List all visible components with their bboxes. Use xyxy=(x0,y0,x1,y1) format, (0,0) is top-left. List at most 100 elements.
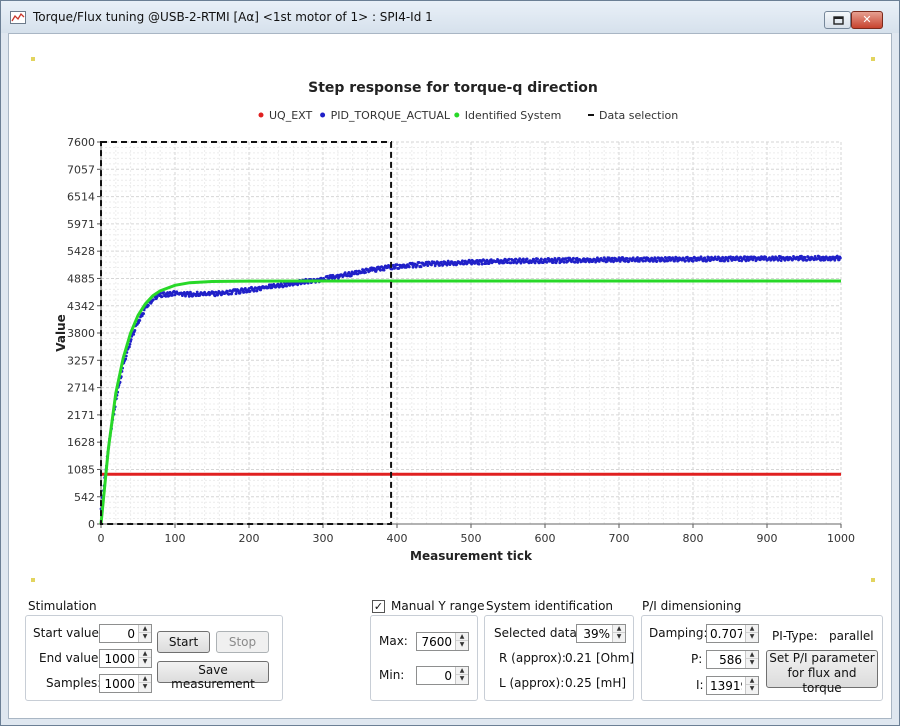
data-point xyxy=(541,261,545,264)
stepper-up-icon[interactable]: ▲ xyxy=(139,650,151,658)
stepper-arrows[interactable]: ▲ ▼ xyxy=(745,651,758,668)
stepper-down-icon[interactable]: ▼ xyxy=(749,685,755,692)
stepper-down-icon[interactable]: ▼ xyxy=(459,675,465,682)
stepper-down-icon[interactable]: ▼ xyxy=(142,683,148,690)
legend-swatch xyxy=(320,112,326,118)
start-value-input[interactable] xyxy=(100,625,138,642)
stepper-down-icon[interactable]: ▼ xyxy=(749,659,755,666)
data-point xyxy=(748,258,752,261)
data-point xyxy=(573,260,577,264)
y-min-stepper[interactable]: ▲ ▼ xyxy=(416,666,469,685)
stepper-arrows[interactable]: ▲ ▼ xyxy=(138,650,151,667)
stepper-up-icon[interactable]: ▲ xyxy=(746,625,758,633)
stepper-arrows[interactable]: ▲ ▼ xyxy=(612,625,625,642)
start-button[interactable]: Start xyxy=(157,631,210,653)
damping-input[interactable] xyxy=(707,625,745,642)
end-value-stepper[interactable]: ▲ ▼ xyxy=(99,649,152,668)
save-measurement-button[interactable]: Save measurement xyxy=(157,661,269,691)
y-max-input[interactable] xyxy=(417,633,455,650)
start-value-stepper[interactable]: ▲ ▼ xyxy=(99,624,152,643)
data-point xyxy=(187,295,191,298)
stepper-arrows[interactable]: ▲ ▼ xyxy=(138,675,151,692)
stepper-up-icon[interactable]: ▲ xyxy=(746,677,758,685)
stepper-up-icon[interactable]: ▲ xyxy=(456,667,468,675)
y-min-input[interactable] xyxy=(417,667,455,684)
data-point xyxy=(129,338,133,341)
data-point xyxy=(133,329,137,332)
data-point xyxy=(818,255,821,259)
data-point xyxy=(534,259,538,263)
samples-input[interactable] xyxy=(100,675,138,692)
selected-data-stepper[interactable]: ▲ ▼ xyxy=(576,624,626,643)
p-input[interactable] xyxy=(707,651,745,668)
data-point xyxy=(397,267,401,270)
data-point xyxy=(415,263,419,267)
stepper-arrows[interactable]: ▲ ▼ xyxy=(138,625,151,642)
data-point xyxy=(621,257,625,261)
stepper-down-icon[interactable]: ▼ xyxy=(142,658,148,665)
stepper-down-icon[interactable]: ▼ xyxy=(749,633,755,640)
data-point xyxy=(743,255,747,258)
x-tick-label: 900 xyxy=(757,532,778,545)
data-point xyxy=(171,293,174,297)
stop-button[interactable]: Stop xyxy=(216,631,269,653)
data-point xyxy=(522,257,525,261)
stepper-down-icon[interactable]: ▼ xyxy=(459,641,465,648)
data-point xyxy=(536,257,539,261)
y-tick-label: 7600 xyxy=(67,136,95,149)
data-point xyxy=(354,269,358,273)
data-point xyxy=(638,260,641,263)
data-point xyxy=(693,256,697,260)
x-tick-label: 400 xyxy=(387,532,408,545)
data-point xyxy=(325,274,329,278)
end-value-input[interactable] xyxy=(100,650,138,667)
stepper-up-icon[interactable]: ▲ xyxy=(746,651,758,659)
stepper-up-icon[interactable]: ▲ xyxy=(139,625,151,633)
set-pi-parameter-button[interactable]: Set P/I parameter for flux and torque xyxy=(766,650,878,695)
data-point xyxy=(132,333,136,336)
y-max-stepper[interactable]: ▲ ▼ xyxy=(416,632,469,651)
stepper-down-icon[interactable]: ▼ xyxy=(142,633,148,640)
i-input[interactable] xyxy=(707,677,745,694)
data-point xyxy=(839,256,842,260)
stepper-arrows[interactable]: ▲ ▼ xyxy=(455,633,468,650)
data-point xyxy=(777,258,781,262)
stepper-up-icon[interactable]: ▲ xyxy=(456,633,468,641)
y-tick-label: 3257 xyxy=(67,354,95,367)
y-tick-label: 4342 xyxy=(67,300,95,313)
selected-data-input[interactable] xyxy=(577,625,613,642)
data-point xyxy=(430,263,433,267)
title-bar[interactable]: Torque/Flux tuning @USB-2-RTMI [Aα] <1st… xyxy=(1,1,899,33)
data-point xyxy=(607,256,611,260)
stepper-down-icon[interactable]: ▼ xyxy=(616,633,622,640)
l-approx-value: 0.25 xyxy=(565,676,592,690)
y-tick-label: 6514 xyxy=(67,191,95,204)
p-label: P: xyxy=(691,652,703,666)
step-response-chart[interactable]: 0 100 200 300 400 500 600 700 800 900 1000 0 542 1085… xyxy=(29,54,883,594)
legend-entry: Identified System xyxy=(465,109,562,122)
i-stepper[interactable]: ▲ ▼ xyxy=(706,676,759,695)
stepper-arrows[interactable]: ▲ ▼ xyxy=(745,677,758,694)
stepper-up-icon[interactable]: ▲ xyxy=(613,625,625,633)
pi-type-label: PI-Type: xyxy=(772,629,818,643)
data-point xyxy=(823,258,827,262)
stepper-up-icon[interactable]: ▲ xyxy=(139,675,151,683)
data-point xyxy=(242,290,246,294)
window-title: Torque/Flux tuning @USB-2-RTMI [Aα] <1st… xyxy=(33,10,433,24)
manual-y-range-checkbox[interactable]: ✓ xyxy=(372,600,385,613)
data-point xyxy=(461,259,464,263)
stepper-arrows[interactable]: ▲ ▼ xyxy=(745,625,758,642)
y-tick-label: 1628 xyxy=(67,436,95,449)
data-point xyxy=(702,259,705,263)
damping-stepper[interactable]: ▲ ▼ xyxy=(706,624,759,643)
restore-button[interactable] xyxy=(824,11,851,29)
manual-y-range-label[interactable]: Manual Y range xyxy=(391,599,485,613)
close-button[interactable]: ✕ xyxy=(851,11,883,29)
i-label: I: xyxy=(696,678,704,692)
data-point xyxy=(602,259,605,263)
stepper-arrows[interactable]: ▲ ▼ xyxy=(455,667,468,684)
samples-stepper[interactable]: ▲ ▼ xyxy=(99,674,152,693)
data-point xyxy=(390,267,394,271)
p-stepper[interactable]: ▲ ▼ xyxy=(706,650,759,669)
data-point xyxy=(140,314,144,318)
